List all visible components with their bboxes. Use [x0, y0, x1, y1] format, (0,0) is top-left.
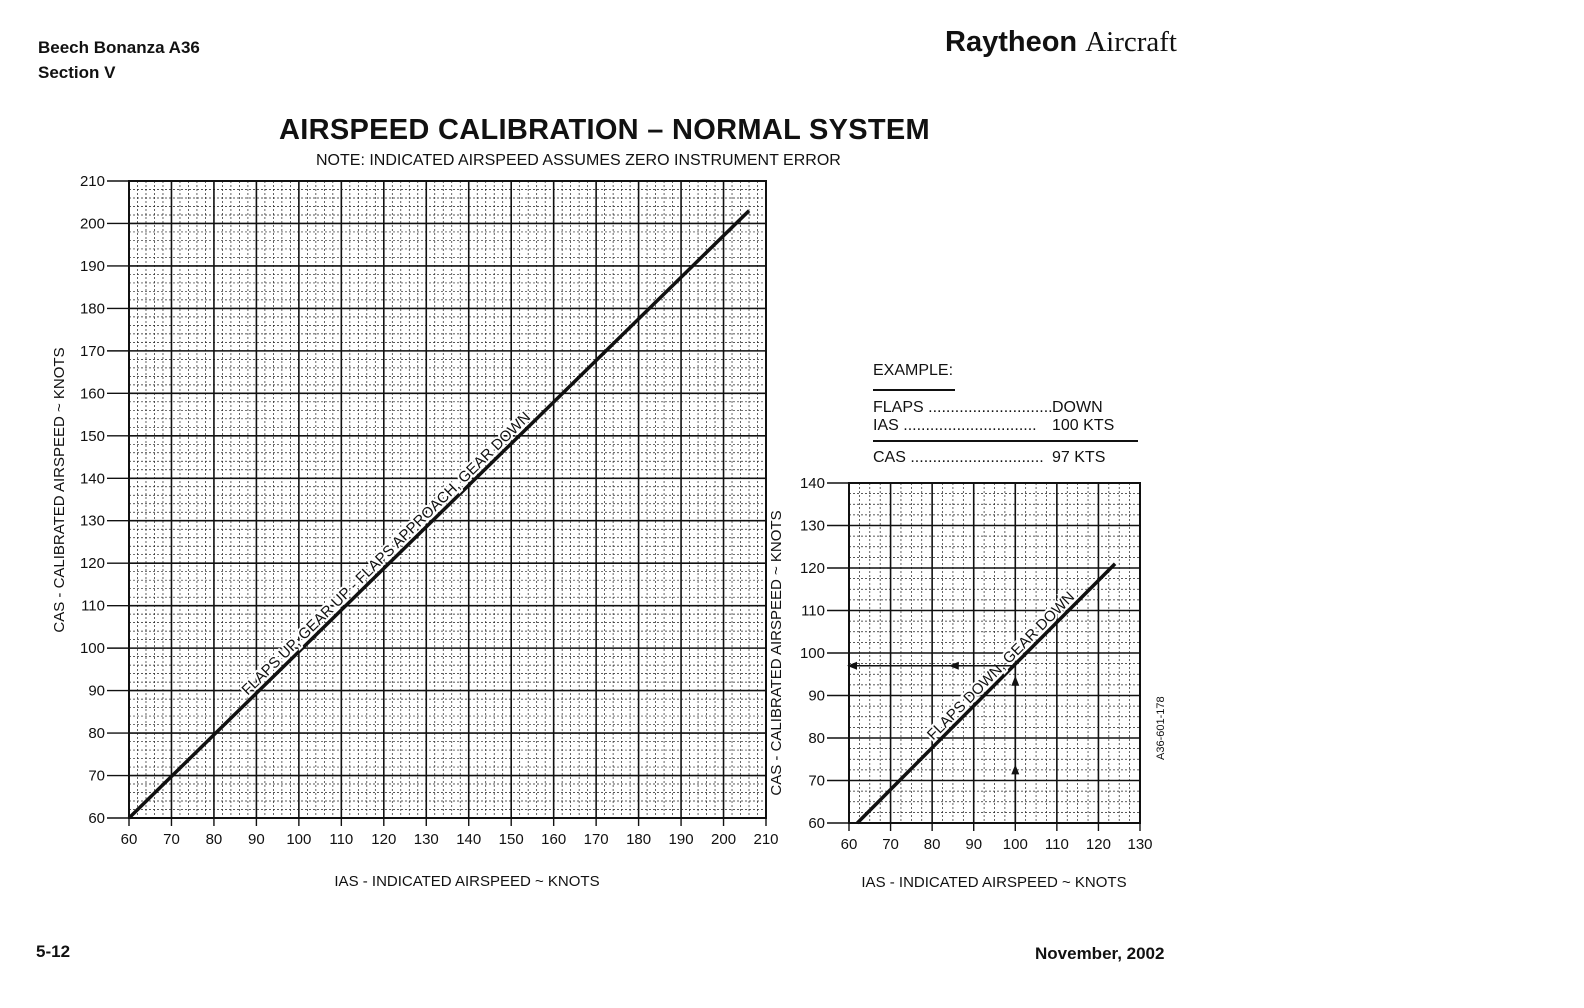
arrow-left-icon	[847, 661, 857, 670]
y-tick-label: 140	[800, 475, 825, 492]
x-tick-label: 120	[371, 831, 396, 848]
x-tick-label: 60	[841, 836, 858, 853]
y-tick-label: 160	[80, 385, 105, 402]
revision-date: November, 2002	[1035, 944, 1165, 963]
y-tick-label: 180	[80, 300, 105, 317]
x-tick-label: 100	[286, 831, 311, 848]
example-key: IAS ..............................	[873, 417, 1037, 434]
y-tick-label: 80	[808, 730, 825, 747]
page-number: 5-12	[36, 942, 71, 961]
y-tick-label: 120	[80, 555, 105, 572]
plot-frame	[128, 180, 767, 819]
x-tick-label: 110	[1045, 836, 1069, 853]
series-line	[856, 562, 1117, 825]
example-value: 97 KTS	[1052, 449, 1106, 466]
y-tick-label: 140	[80, 470, 105, 487]
x-tick-label: 70	[163, 831, 180, 848]
y-axis-label: CAS - CALIBRATED AIRSPEED ~ KNOTS	[768, 510, 785, 795]
y-tick-label: 210	[80, 173, 105, 190]
x-tick-label: 210	[753, 831, 778, 848]
example-key: FLAPS ..............................	[873, 399, 1052, 416]
y-axis-label: CAS - CALIBRATED AIRSPEED ~ KNOTS	[51, 347, 68, 632]
y-tick-label: 120	[800, 560, 825, 577]
x-tick-label: 150	[499, 831, 524, 848]
example-result-rule	[873, 440, 1138, 442]
x-tick-label: 130	[1127, 836, 1152, 853]
arrow-left-icon	[948, 661, 959, 670]
x-tick-label: 110	[329, 831, 353, 848]
brand-logo: Raytheon Aircraft	[945, 26, 1177, 59]
x-tick-label: 80	[924, 836, 941, 853]
y-tick-label: 100	[800, 645, 825, 662]
y-tick-label: 110	[81, 598, 105, 615]
x-tick-label: 80	[206, 831, 223, 848]
x-tick-label: 100	[1003, 836, 1028, 853]
y-tick-label: 170	[80, 343, 105, 360]
example-value: 100 KTS	[1052, 417, 1115, 434]
example-row-flaps: FLAPS .............................. DOW…	[873, 399, 1138, 417]
example-value: DOWN	[1052, 399, 1103, 416]
y-tick-label: 60	[808, 815, 825, 832]
x-axis-label: IAS - INDICATED AIRSPEED ~ KNOTS	[334, 873, 599, 890]
y-tick-label: 100	[80, 640, 105, 657]
y-tick-label: 90	[808, 688, 825, 705]
brand-name-bold: Raytheon	[945, 26, 1078, 58]
x-tick-label: 90	[965, 836, 982, 853]
y-tick-label: 70	[88, 768, 105, 785]
x-tick-label: 140	[456, 831, 481, 848]
x-tick-label: 190	[669, 831, 694, 848]
y-tick-label: 70	[808, 773, 825, 790]
y-tick-label: 200	[80, 215, 105, 232]
x-axis-label: IAS - INDICATED AIRSPEED ~ KNOTS	[861, 874, 1126, 891]
y-tick-label: 60	[88, 810, 105, 827]
example-row-ias: IAS .............................. 100 K…	[873, 417, 1138, 435]
arrow-up-icon	[1011, 764, 1020, 775]
y-tick-label: 90	[88, 683, 105, 700]
brand-name-serif: Aircraft	[1085, 26, 1177, 58]
y-tick-label: 130	[80, 513, 105, 530]
example-heading-rule	[873, 389, 955, 391]
example-box: EXAMPLE: FLAPS .........................…	[873, 362, 1138, 467]
chart-1: 60 70 80 90 100 110 120 130 140 150 160 170 180 190 20…	[51, 173, 779, 890]
x-tick-label: 130	[414, 831, 439, 848]
y-tick-label: 80	[88, 725, 105, 742]
y-tick-label: 190	[80, 258, 105, 275]
x-tick-label: 70	[882, 836, 899, 853]
x-tick-label: 180	[626, 831, 651, 848]
figure-code: A36-601-178	[1155, 696, 1167, 760]
x-tick-label: 90	[248, 831, 265, 848]
series-label: FLAPS UP, GEAR UP - FLAPS APPROACH, GEAR…	[238, 409, 534, 699]
y-tick-label: 130	[800, 518, 825, 535]
chart-title: AIRSPEED CALIBRATION – NORMAL SYSTEM	[279, 114, 930, 146]
y-tick-label: 150	[80, 428, 105, 445]
chart-2: 60 70 80 90 100 110 120 130 60 70 80 90 100 110 120 130…	[768, 475, 1153, 891]
series-line	[127, 209, 751, 820]
arrow-up-icon	[1011, 675, 1020, 686]
x-tick-label: 60	[121, 831, 138, 848]
y-tick-label: 110	[801, 603, 825, 620]
example-heading: EXAMPLE:	[873, 362, 954, 379]
x-tick-label: 200	[711, 831, 736, 848]
section-label: Section V	[38, 63, 116, 82]
aircraft-name: Beech Bonanza A36	[38, 38, 200, 57]
x-tick-label: 120	[1086, 836, 1111, 853]
x-tick-label: 170	[584, 831, 609, 848]
example-key: CAS ..............................	[873, 449, 1044, 466]
chart-note: NOTE: INDICATED AIRSPEED ASSUMES ZERO IN…	[316, 152, 841, 169]
x-tick-label: 160	[541, 831, 566, 848]
example-row-cas: CAS .............................. 97 KT…	[873, 449, 1138, 467]
